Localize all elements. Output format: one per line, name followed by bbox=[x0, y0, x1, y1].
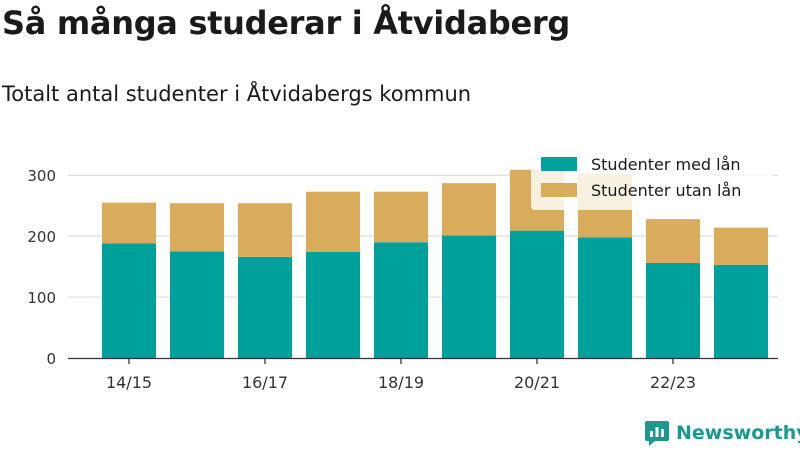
x-tick-label: 20/21 bbox=[514, 373, 560, 392]
bar-without-loan bbox=[374, 191, 428, 243]
bar-without-loan bbox=[306, 191, 360, 252]
bar-with-loan bbox=[578, 237, 632, 358]
bar-with-loan bbox=[170, 251, 224, 358]
x-tick-label: 18/19 bbox=[378, 373, 424, 392]
bars bbox=[102, 169, 768, 358]
bar-without-loan bbox=[646, 219, 700, 263]
bar-without-loan bbox=[102, 202, 156, 244]
bar-with-loan bbox=[646, 262, 700, 358]
brand-logo: Newsworthy bbox=[644, 419, 800, 447]
legend-label: Studenter med lån bbox=[591, 155, 741, 174]
axes: 0 100 200 300 14/15 16/17 18/19 20/21 22/23 bbox=[27, 167, 778, 392]
bar-with-loan bbox=[510, 230, 564, 358]
brand-name: Newsworthy bbox=[676, 422, 800, 444]
bar-with-loan bbox=[442, 235, 496, 358]
chart-subtitle: Totalt antal studenter i Åtvidabergs kom… bbox=[2, 82, 472, 106]
legend: Studenter med lån Studenter utan lån bbox=[531, 150, 773, 210]
x-tick-label: 14/15 bbox=[106, 373, 152, 392]
legend-background bbox=[531, 150, 773, 210]
bar-with-loan bbox=[374, 242, 428, 358]
y-tick-label: 200 bbox=[27, 228, 56, 246]
newsworthy-logo-icon bbox=[645, 421, 669, 446]
bar-without-loan bbox=[238, 203, 292, 257]
bar-with-loan bbox=[306, 251, 360, 358]
bar-with-loan bbox=[238, 256, 292, 358]
legend-swatch bbox=[541, 157, 577, 171]
y-tick-label: 0 bbox=[46, 350, 56, 368]
chart-title: Så många studerar i Åtvidaberg bbox=[2, 4, 570, 42]
y-tick-label: 100 bbox=[27, 289, 56, 307]
bar-without-loan bbox=[714, 227, 768, 265]
bar-without-loan bbox=[170, 203, 224, 252]
x-tick-label: 16/17 bbox=[242, 373, 288, 392]
bar-with-loan bbox=[102, 243, 156, 358]
bar-with-loan bbox=[714, 264, 768, 358]
legend-swatch bbox=[541, 183, 577, 197]
y-tick-label: 300 bbox=[27, 167, 56, 185]
x-tick-label: 22/23 bbox=[650, 373, 696, 392]
legend-label: Studenter utan lån bbox=[591, 181, 741, 200]
bar-without-loan bbox=[442, 183, 496, 236]
